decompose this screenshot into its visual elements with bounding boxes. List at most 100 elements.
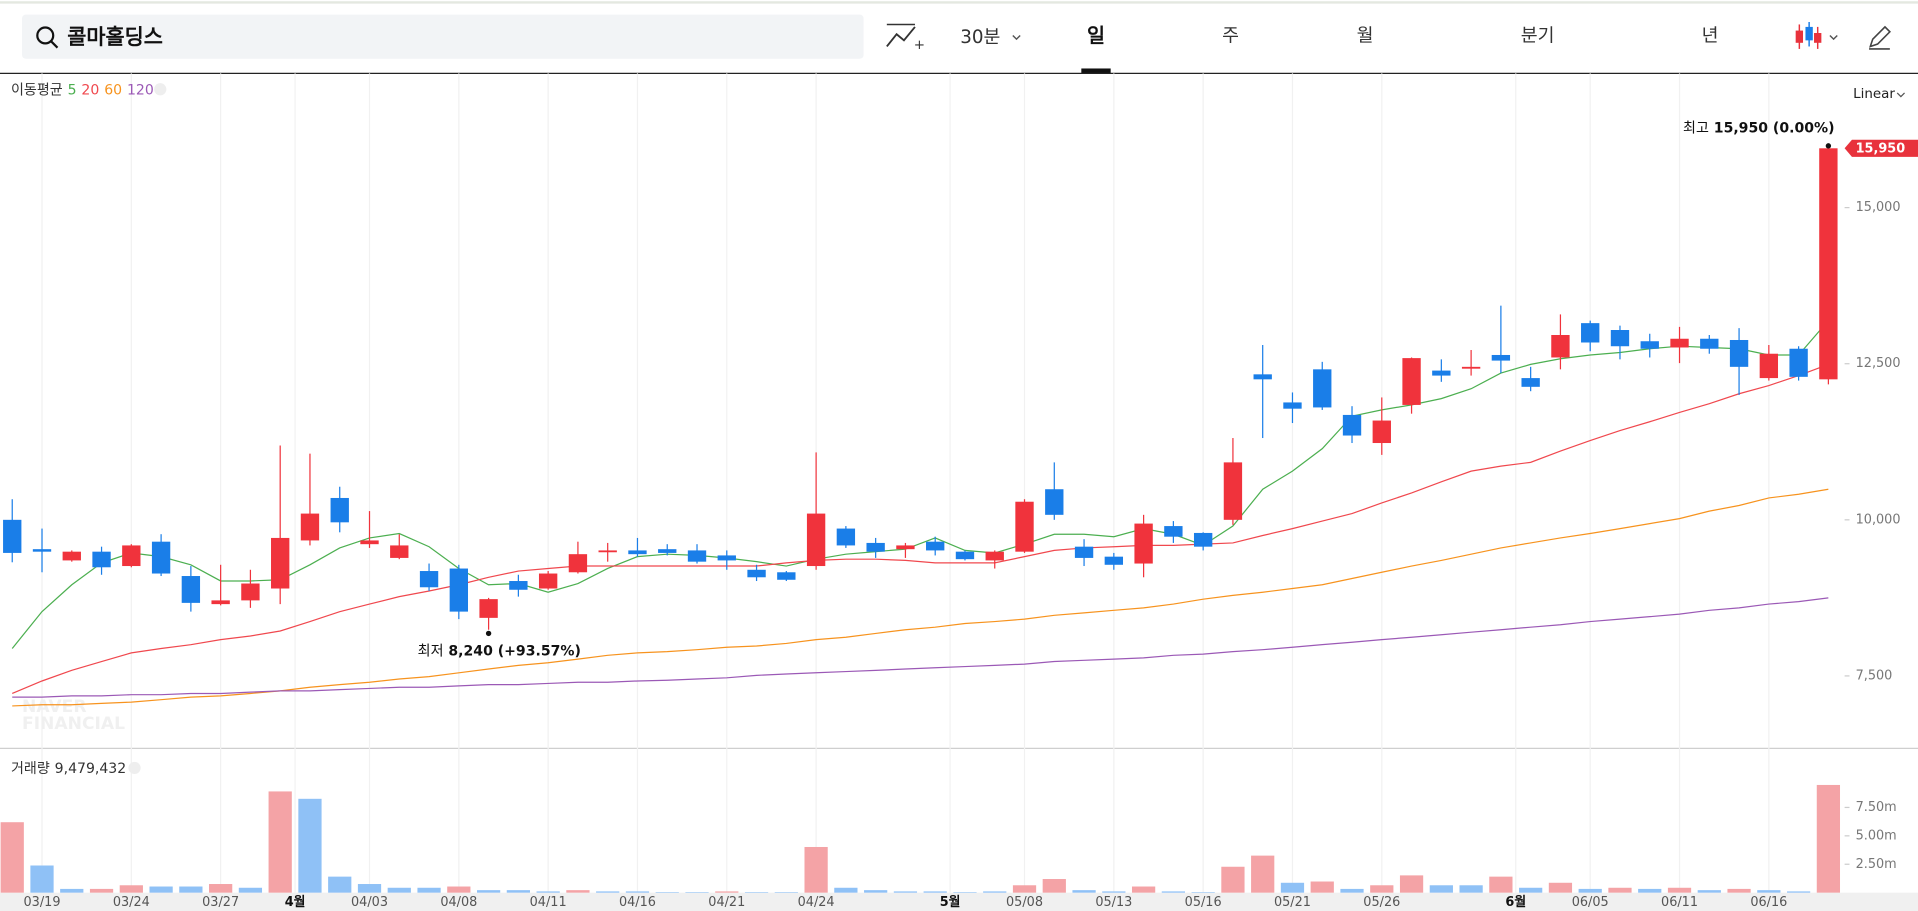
moving-average-line: [11, 320, 1829, 649]
candle-body: [1581, 323, 1600, 343]
x-month-label: 4월: [285, 894, 306, 910]
note-change: (+93.57%): [498, 644, 581, 660]
x-tick-label: 03/27: [202, 895, 239, 910]
y-tick-label: 15,000: [1856, 200, 1901, 215]
candle-body: [866, 542, 885, 552]
candle-body: [1283, 402, 1302, 409]
volume-bar: [0, 822, 24, 893]
volume-bar: [1370, 885, 1394, 893]
legend-entry: 5: [68, 82, 77, 98]
volume-bar: [1072, 890, 1096, 893]
chevron: [1829, 34, 1838, 41]
price-tag: [1844, 139, 1918, 157]
legend-title: 이동평균: [11, 82, 63, 98]
candle-body: [449, 568, 469, 612]
period-tab[interactable]: 주: [1222, 26, 1239, 47]
candle-body: [479, 599, 498, 618]
candle-body: [122, 545, 141, 567]
search-text[interactable]: 콜마홀딩스: [67, 25, 163, 49]
y-tick-label: 10,000: [1856, 512, 1901, 527]
volume-bar: [238, 887, 263, 893]
candle-body: [32, 549, 52, 552]
volume-bar: [476, 890, 501, 893]
plot: 03/19 03/24 03/27 04/03 04/08 04/11 04/16 04/21…: [0, 73, 1918, 910]
legend-close[interactable]: [154, 83, 167, 96]
indicator-icon[interactable]: [886, 26, 916, 48]
x-tick-label: 04/24: [798, 895, 835, 910]
interval-select[interactable]: 30분: [960, 27, 1000, 48]
volume-bar: [60, 888, 84, 893]
scale-label: Linear: [1853, 87, 1895, 102]
watermark: NAVER: [22, 697, 87, 717]
volume-bar: [1459, 885, 1483, 893]
volume-bar: [596, 891, 620, 893]
legend-close[interactable]: [128, 761, 141, 775]
volume-bar: [357, 884, 382, 893]
volume-bar: [1191, 892, 1215, 893]
volume-bar: [1399, 875, 1424, 893]
x-tick-label: 04/16: [619, 895, 656, 910]
volume-bar: [655, 892, 679, 893]
period-tab[interactable]: 분기: [1521, 26, 1555, 47]
period-tab[interactable]: 월: [1357, 26, 1374, 47]
candle-body: [62, 551, 81, 561]
x-tick-label: 05/21: [1274, 895, 1311, 910]
ma-legend: 이동평균 5 20 60 120: [11, 82, 154, 98]
volume-bar: [1310, 881, 1334, 893]
candle-body: [628, 550, 647, 555]
volume-bar: [625, 891, 650, 893]
legend-value: 9,479,432: [55, 761, 127, 777]
icon-body: [1795, 30, 1804, 43]
candle-body: [747, 569, 766, 578]
extreme-note: 최저 8,240 (+93.57%): [418, 644, 581, 660]
note-value: 8,240: [448, 644, 493, 660]
candle-body: [1640, 341, 1659, 349]
period-tab[interactable]: 일: [1087, 24, 1105, 47]
volume-bar: [1102, 891, 1126, 893]
search-icon: [36, 26, 55, 45]
candle-body: [926, 541, 945, 551]
icon-body: [1814, 33, 1822, 43]
candle-body: [1313, 369, 1332, 408]
candle-body: [777, 572, 796, 580]
volume-bar: [268, 791, 292, 893]
x-tick-label: 03/24: [113, 895, 150, 910]
note-label: 최저: [418, 644, 444, 660]
price-tag-label: 15,950: [1856, 141, 1906, 156]
legend-entry: 120: [127, 82, 154, 98]
volume-bar: [506, 890, 530, 893]
volume-bar: [1667, 887, 1692, 893]
extreme-note: 최고 15,950 (0.00%): [1683, 121, 1834, 137]
candle-body: [1015, 501, 1034, 552]
volume-bar: [953, 892, 977, 893]
note-change: (0.00%): [1773, 121, 1835, 137]
icon-body: [1805, 26, 1813, 41]
period-tab[interactable]: 년: [1702, 26, 1719, 47]
candle-body: [1610, 330, 1630, 347]
candle-body: [1253, 374, 1272, 380]
volume-bar: [119, 885, 143, 893]
x-tick-label: 05/13: [1095, 895, 1132, 910]
candle-body: [1045, 489, 1064, 515]
candle-body: [1551, 335, 1570, 358]
candle-body: [1372, 420, 1391, 444]
candle-body: [1104, 556, 1124, 565]
volume-bar: [1519, 887, 1543, 893]
search-box[interactable]: [22, 14, 864, 59]
candle-body: [1700, 338, 1719, 349]
candle-body: [151, 541, 171, 574]
candle-body: [538, 573, 558, 589]
volume-bar: [744, 892, 769, 893]
candle-body: [360, 540, 379, 545]
candle-body: [1432, 370, 1451, 376]
indicator-plus: +: [914, 38, 925, 53]
x-tick-label: 06/16: [1750, 895, 1787, 910]
draw-icon[interactable]: [1869, 25, 1891, 50]
chart-type-icon[interactable]: [1795, 22, 1822, 49]
candle-body: [3, 519, 22, 553]
volume-bar: [1280, 882, 1305, 893]
volume-bar: [1221, 866, 1245, 893]
